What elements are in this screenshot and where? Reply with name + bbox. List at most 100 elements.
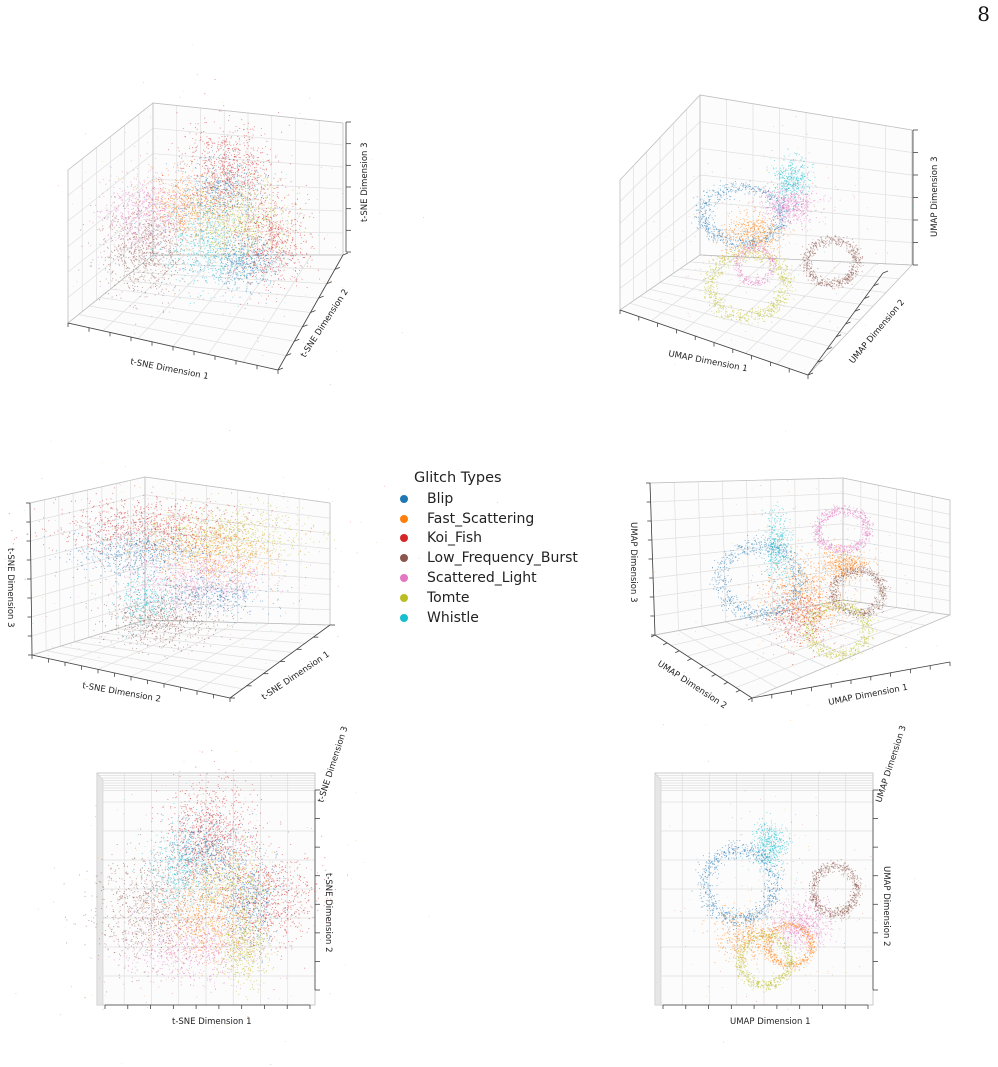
scatter-point [220,144,221,145]
scatter-point [267,177,268,178]
scatter-point [199,181,200,182]
scatter-point [250,176,251,177]
scatter-point [258,177,259,178]
scatter-point [238,165,239,166]
scatter-point [229,142,230,143]
scatter-point [235,150,236,151]
scatter-point [203,131,204,132]
scatter-point [254,126,255,127]
scatter-point [234,168,235,169]
scatter-point [234,174,235,175]
scatter-point [219,110,220,111]
scatter-point [212,190,213,191]
scatter-point [209,156,210,157]
scatter-point [240,185,241,186]
scatter-point [222,212,223,213]
scatter-point [230,193,231,194]
scatter-point [224,169,225,170]
scatter-point [213,184,214,185]
scatter-point [223,193,224,194]
scatter-point [264,173,265,174]
scatter-point [239,144,240,145]
scatter-point [216,151,217,152]
scatter-point [202,206,203,207]
scatter-point [202,174,203,175]
scatter-point [229,162,230,163]
scatter-point [245,178,246,179]
scatter-point [246,148,247,149]
scatter-point [237,166,238,167]
scatter-point [210,183,211,184]
scatter-point [214,173,215,174]
scatter-point [225,154,226,155]
scatter-point [229,179,230,180]
scatter-point [212,175,213,176]
scatter-point [240,210,241,211]
scatter-point [227,136,228,137]
scatter-point [212,168,213,169]
scatter-point [221,197,222,198]
scatter-point [249,193,250,194]
scatter-point [205,183,206,184]
scatter-point [226,156,227,157]
scatter-point [182,171,183,172]
scatter-point [234,154,235,155]
scatter-point [236,193,237,194]
scatter-point [194,143,195,144]
scatter-point [227,166,228,167]
scatter-point [250,162,251,163]
scatter-point [232,149,233,150]
scatter-point [201,132,202,133]
scatter-point [181,168,182,169]
scatter-point [168,149,169,150]
scatter-point [180,180,181,181]
scatter-point [224,175,225,176]
scatter-point [258,147,259,148]
scatter-point [221,175,222,176]
scatter-point [209,152,210,153]
scatter-point [250,188,251,189]
scatter-point [195,195,196,196]
scatter-point [199,158,200,159]
scatter-point [239,176,240,177]
scatter-point [229,144,230,145]
scatter-point [226,207,227,208]
scatter-point [231,167,232,168]
scatter-point [239,153,240,154]
scatter-point [196,181,197,182]
scatter-point [222,171,223,172]
scatter-point [266,168,267,169]
scatter-point [246,154,247,155]
scatter-point [183,161,184,162]
scatter-point [234,183,235,184]
scatter-point [181,158,182,159]
scatter-point [225,136,226,137]
scatter-point [230,178,231,179]
scatter-point [222,161,223,162]
scatter-point [231,175,232,176]
scatter-point [210,210,211,211]
scatter-point [223,105,224,106]
scatter-point [258,183,259,184]
scatter-point [233,144,234,145]
scatter-point [228,192,229,193]
scatter-point [227,183,228,184]
scatter-point [248,188,249,189]
scatter-point [234,193,235,194]
scatter-point [200,157,201,158]
scatter-point [229,131,230,132]
scatter-point [207,168,208,169]
scatter-point [203,189,204,190]
scatter-point [225,193,226,194]
scatter-point [239,157,240,158]
scatter-point [228,193,229,194]
scatter-point [221,160,222,161]
scatter-point [213,168,214,169]
scatter-point [282,185,283,186]
scatter-point [242,222,243,223]
scatter-point [223,174,224,175]
scatter-point [209,161,210,162]
scatter-point [243,124,244,125]
scatter-point [190,198,191,199]
scatter-point [197,206,198,207]
